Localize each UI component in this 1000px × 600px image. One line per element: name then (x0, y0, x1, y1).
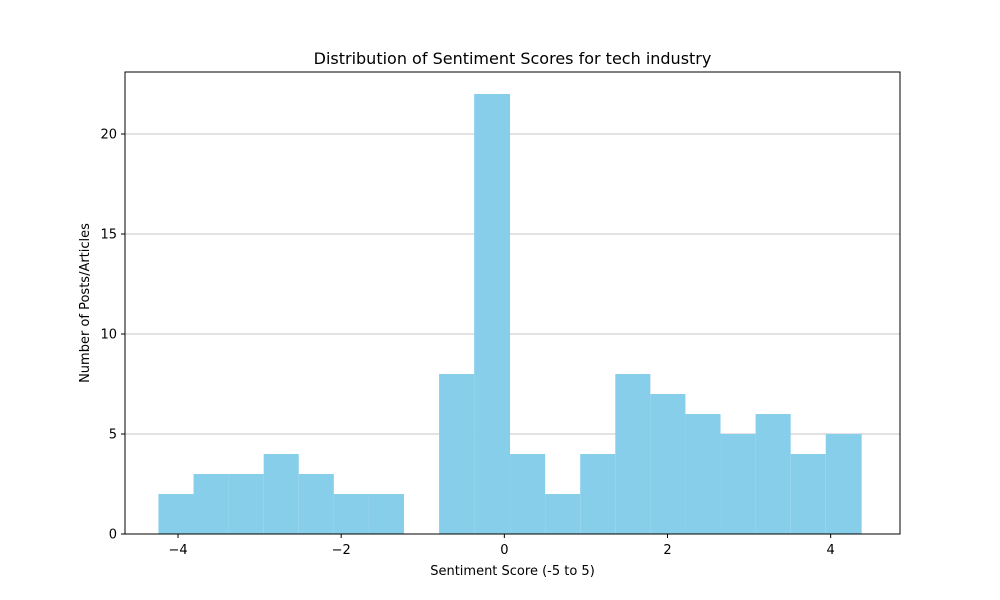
y-tick-label: 15 (100, 228, 117, 243)
y-tick-label: 0 (109, 528, 117, 543)
y-axis-ticks: 0 5 10 15 20 (100, 128, 125, 543)
y-axis-label: Number of Posts/Articles (78, 223, 93, 383)
histogram-bar (580, 454, 616, 534)
histogram-bar (333, 494, 369, 534)
histogram-bar (474, 94, 511, 534)
x-tick-label: 0 (500, 543, 508, 558)
histogram-bar (755, 414, 791, 534)
histogram-bar (720, 434, 756, 534)
y-tick-label: 5 (109, 428, 117, 443)
histogram-bar (510, 454, 546, 534)
histogram-bar (263, 454, 299, 534)
y-tick-label: 10 (100, 328, 117, 343)
histogram-bar (685, 414, 721, 534)
histogram-bar (368, 494, 404, 534)
x-tick-label: 2 (663, 543, 671, 558)
chart-title: Distribution of Sentiment Scores for tec… (314, 49, 712, 68)
histogram-bar (439, 374, 475, 534)
x-axis-label: Sentiment Score (-5 to 5) (430, 564, 595, 579)
histogram-bar (545, 494, 581, 534)
histogram-bar (650, 394, 686, 534)
histogram-bar (228, 474, 264, 534)
x-axis-ticks: −4 −2 0 2 4 (168, 534, 835, 558)
histogram-bar (193, 474, 229, 534)
histogram-bar (158, 494, 194, 534)
x-tick-label: −4 (168, 543, 187, 558)
plot-frame (124, 71, 901, 535)
histogram-bar (825, 434, 862, 534)
x-tick-label: −2 (332, 543, 351, 558)
histogram-bar (615, 374, 651, 534)
histogram-bar (790, 454, 826, 534)
y-tick-label: 20 (100, 128, 117, 143)
bars (158, 94, 862, 534)
histogram-bar (298, 474, 334, 534)
x-tick-label: 4 (827, 543, 835, 558)
